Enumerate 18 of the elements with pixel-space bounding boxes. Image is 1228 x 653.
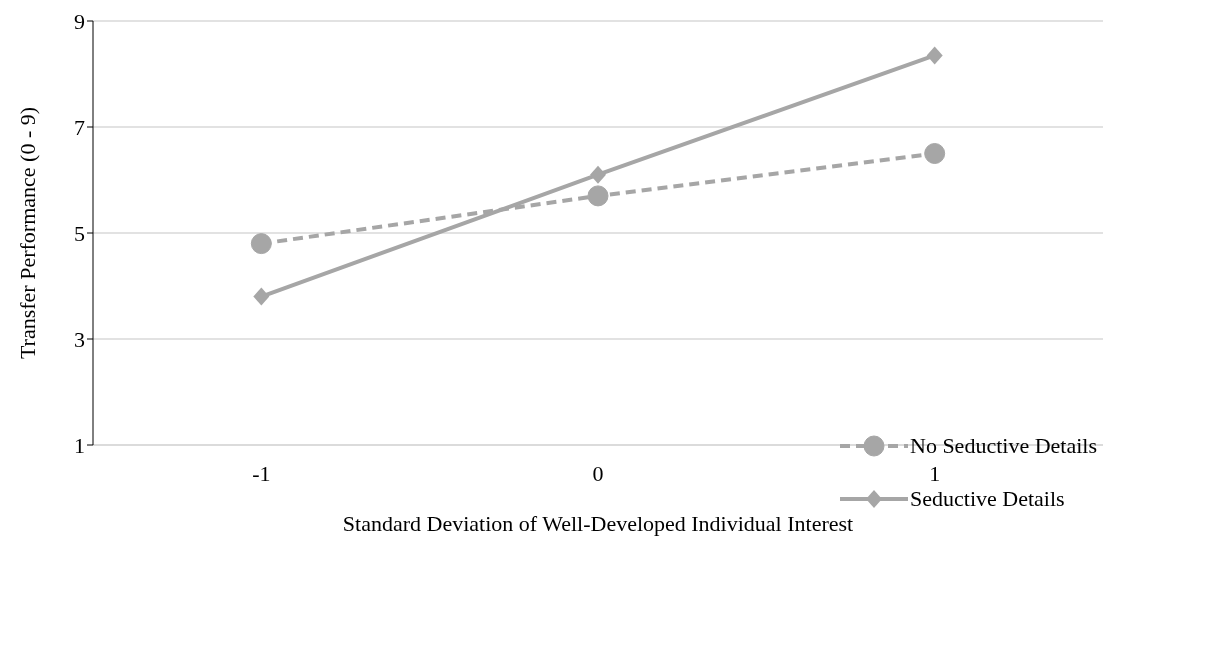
point — [587, 185, 609, 207]
y-tick-label: 9 — [74, 8, 85, 34]
x-axis-title: Standard Deviation of Well-Developed Individual Interest — [342, 511, 854, 536]
x-tick-label: 0 — [592, 460, 604, 486]
y-tick-label: 1 — [74, 432, 85, 458]
point — [590, 165, 606, 184]
y-tick-label: 3 — [74, 326, 85, 352]
point — [250, 233, 272, 255]
y-tick-label: 7 — [74, 114, 85, 140]
y-axis-title: Transfer Performance (0 - 9) — [15, 106, 41, 360]
point — [253, 287, 270, 306]
x-tick-label: -1 — [252, 460, 271, 486]
legend-label: No Seductive Details — [910, 432, 1097, 459]
y-tick-label: 5 — [74, 220, 85, 246]
point — [924, 143, 946, 164]
point — [926, 46, 943, 65]
legend-label: Seductive Details — [910, 485, 1065, 512]
x-tick-label: 1 — [929, 460, 941, 486]
